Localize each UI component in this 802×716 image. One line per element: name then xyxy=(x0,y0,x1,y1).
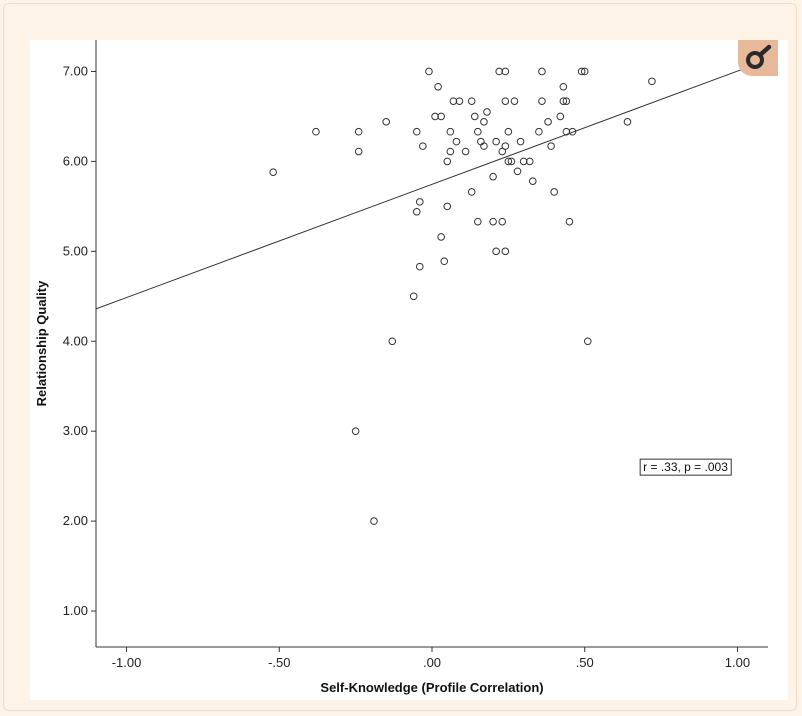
data-points xyxy=(269,67,656,525)
annotation-box xyxy=(639,458,732,476)
data-point xyxy=(565,217,574,226)
y-tick-label: 6.00 xyxy=(63,153,88,168)
data-point xyxy=(467,188,476,196)
data-point xyxy=(580,67,589,76)
data-point xyxy=(489,217,497,226)
annotation-text: r = .33, p = .003 xyxy=(643,460,728,474)
data-point xyxy=(455,97,464,105)
data-point xyxy=(443,202,452,211)
data-point xyxy=(351,427,360,435)
data-point xyxy=(501,142,510,150)
data-point xyxy=(516,137,525,146)
x-tick-label: .50 xyxy=(576,655,594,670)
data-point xyxy=(538,97,546,105)
magnifier-icon xyxy=(746,44,772,69)
data-point xyxy=(577,67,586,76)
data-point xyxy=(480,142,488,150)
data-point xyxy=(269,168,277,176)
data-point xyxy=(547,142,555,150)
data-point xyxy=(474,127,482,136)
x-tick-label: 1.00 xyxy=(725,655,750,670)
data-point xyxy=(510,97,519,105)
fit-line-group xyxy=(95,59,769,310)
y-tick-label: 1.00 xyxy=(63,603,88,618)
y-tick-label: 4.00 xyxy=(63,333,88,348)
plot-panel: 1.00 2.00 3.00 4.00 5.00 6.00 7.00 -1.00 -.50 .00… xyxy=(30,40,788,700)
y-axis-title: Relationship Quality xyxy=(34,280,49,406)
y-tick-label: 2.00 xyxy=(63,513,88,528)
data-point xyxy=(568,127,577,136)
data-point xyxy=(501,97,510,105)
data-point xyxy=(507,157,516,166)
data-point xyxy=(419,142,427,150)
data-point xyxy=(437,233,445,241)
data-point xyxy=(504,157,513,166)
y-tick-label: 3.00 xyxy=(63,423,88,438)
data-point xyxy=(425,67,433,76)
axes: 1.00 2.00 3.00 4.00 5.00 6.00 7.00 -1.00 -.50 .00… xyxy=(63,40,768,670)
data-point xyxy=(583,337,592,346)
data-point xyxy=(492,137,500,146)
data-point xyxy=(501,247,510,256)
data-point xyxy=(412,127,421,136)
x-tick-label: .00 xyxy=(423,655,441,670)
data-point xyxy=(498,217,507,226)
data-point xyxy=(412,207,421,216)
regression-line xyxy=(95,59,769,310)
data-point xyxy=(562,97,571,105)
data-point xyxy=(489,172,497,181)
data-point xyxy=(544,118,552,126)
y-tick-label: 7.00 xyxy=(63,63,88,78)
data-point xyxy=(535,127,543,136)
data-point xyxy=(382,118,390,126)
data-point xyxy=(559,82,568,91)
data-point xyxy=(437,112,445,121)
data-point xyxy=(648,77,656,86)
data-point xyxy=(501,67,510,76)
data-point xyxy=(550,188,558,196)
data-point xyxy=(513,167,522,176)
data-point xyxy=(461,147,470,156)
data-point xyxy=(354,127,363,136)
x-tick-label: -1.00 xyxy=(112,655,142,670)
y-tick-label: 5.00 xyxy=(63,243,88,258)
data-point xyxy=(623,118,632,126)
data-point xyxy=(525,157,534,166)
corner-badge[interactable] xyxy=(738,40,778,76)
data-point xyxy=(470,112,479,121)
data-point xyxy=(556,112,565,121)
data-point xyxy=(474,217,482,226)
data-point xyxy=(483,108,491,116)
data-point xyxy=(434,82,442,91)
data-point xyxy=(415,198,424,206)
data-point xyxy=(440,257,449,266)
data-point xyxy=(529,177,537,185)
data-point xyxy=(354,147,363,156)
data-point xyxy=(504,127,513,136)
data-point xyxy=(559,97,568,105)
data-point xyxy=(388,337,397,346)
data-point xyxy=(370,517,378,525)
data-point xyxy=(446,127,455,136)
data-point xyxy=(538,67,546,76)
data-point xyxy=(443,157,452,166)
scatter-chart: 1.00 2.00 3.00 4.00 5.00 6.00 7.00 -1.00 -.50 .00… xyxy=(34,40,769,695)
data-point xyxy=(452,137,461,146)
data-point xyxy=(312,127,320,136)
data-point xyxy=(415,262,424,271)
x-tick-label: -.50 xyxy=(268,655,290,670)
data-point xyxy=(409,292,418,301)
x-axis-title: Self-Knowledge (Profile Correlation) xyxy=(320,680,543,695)
data-point xyxy=(446,147,455,156)
data-point xyxy=(467,97,476,105)
data-point xyxy=(480,118,488,126)
annotation-group: r = .33, p = .003 xyxy=(639,458,732,476)
data-point xyxy=(492,247,500,256)
